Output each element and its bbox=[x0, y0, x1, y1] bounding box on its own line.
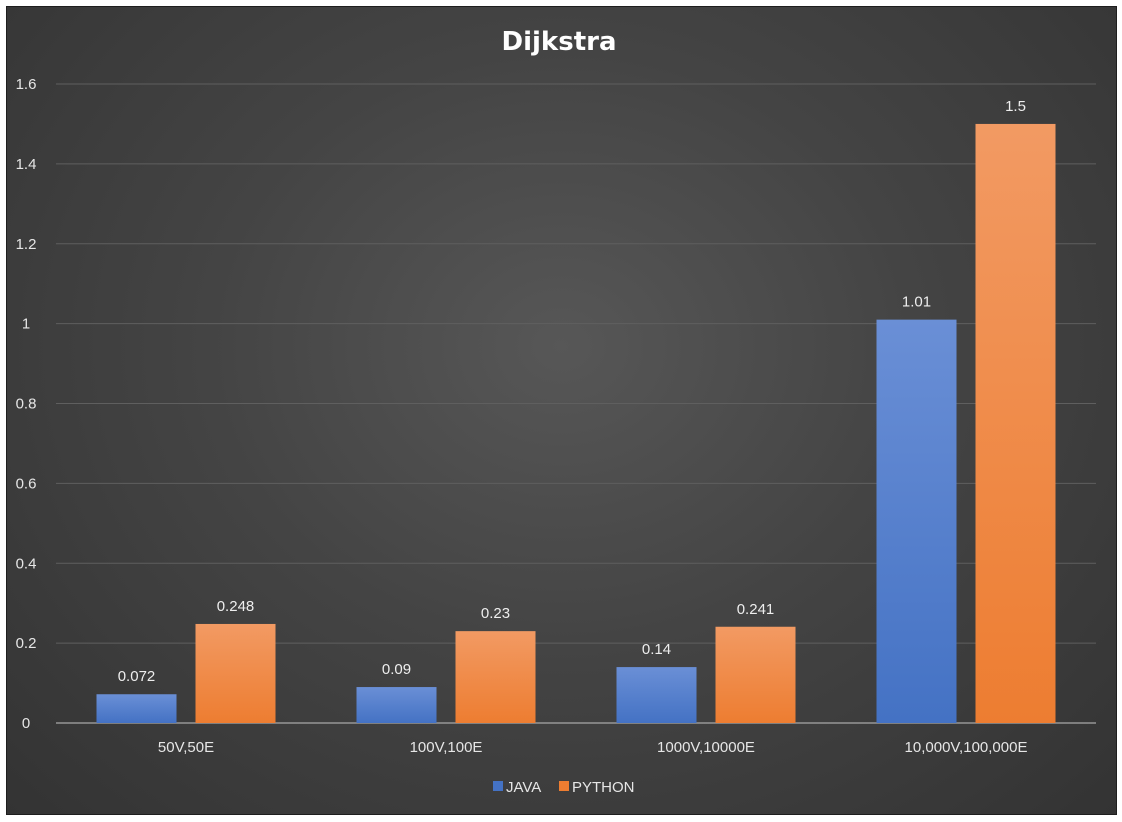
data-label: 0.072 bbox=[118, 668, 156, 685]
bar-java-0 bbox=[96, 694, 177, 723]
y-tick-label: 1.6 bbox=[16, 76, 37, 93]
data-label: 1.01 bbox=[902, 294, 931, 311]
y-tick-label: 0.2 bbox=[16, 635, 37, 652]
y-tick-label: 0.4 bbox=[16, 555, 37, 572]
bar-python-1 bbox=[455, 631, 536, 723]
data-label: 0.09 bbox=[382, 661, 411, 678]
legend: JAVA PYTHON bbox=[493, 779, 635, 796]
bar-java-2 bbox=[616, 667, 697, 723]
chart-title: Dijkstra bbox=[502, 27, 617, 57]
bar-python-2 bbox=[715, 626, 796, 723]
bar-java-1 bbox=[356, 687, 437, 723]
y-tick-label: 0.8 bbox=[16, 396, 37, 413]
data-label: 0.241 bbox=[737, 601, 775, 618]
y-tick-label: 1.4 bbox=[16, 156, 37, 173]
y-axis: 0 0.2 0.4 0.6 0.8 1 1.2 1.4 1.6 bbox=[16, 76, 37, 732]
data-label: 1.5 bbox=[1005, 98, 1026, 115]
legend-swatch-python bbox=[559, 781, 569, 791]
data-label: 0.248 bbox=[217, 598, 255, 615]
x-tick-label: 50V,50E bbox=[158, 739, 214, 756]
y-tick-label: 1 bbox=[22, 316, 30, 333]
bar-java-3 bbox=[876, 319, 957, 723]
x-tick-label: 1000V,10000E bbox=[657, 739, 755, 756]
legend-label-java: JAVA bbox=[506, 779, 541, 796]
x-axis: 50V,50E 100V,100E 1000V,10000E 10,000V,100,… bbox=[158, 739, 1028, 756]
legend-swatch-java bbox=[493, 781, 503, 791]
y-tick-label: 0 bbox=[22, 715, 30, 732]
x-tick-label: 10,000V,100,000E bbox=[905, 739, 1028, 756]
y-tick-label: 0.6 bbox=[16, 475, 37, 492]
data-labels: 0.072 0.248 0.09 0.23 0.14 0.241 1.01 1.5 bbox=[118, 98, 1026, 685]
bar-python-3 bbox=[975, 123, 1056, 723]
data-label: 0.14 bbox=[642, 641, 671, 658]
y-tick-label: 1.2 bbox=[16, 236, 37, 253]
x-tick-label: 100V,100E bbox=[410, 739, 483, 756]
data-label: 0.23 bbox=[481, 605, 510, 622]
legend-label-python: PYTHON bbox=[572, 779, 635, 796]
bars bbox=[96, 123, 1056, 723]
bar-python-0 bbox=[195, 623, 276, 723]
